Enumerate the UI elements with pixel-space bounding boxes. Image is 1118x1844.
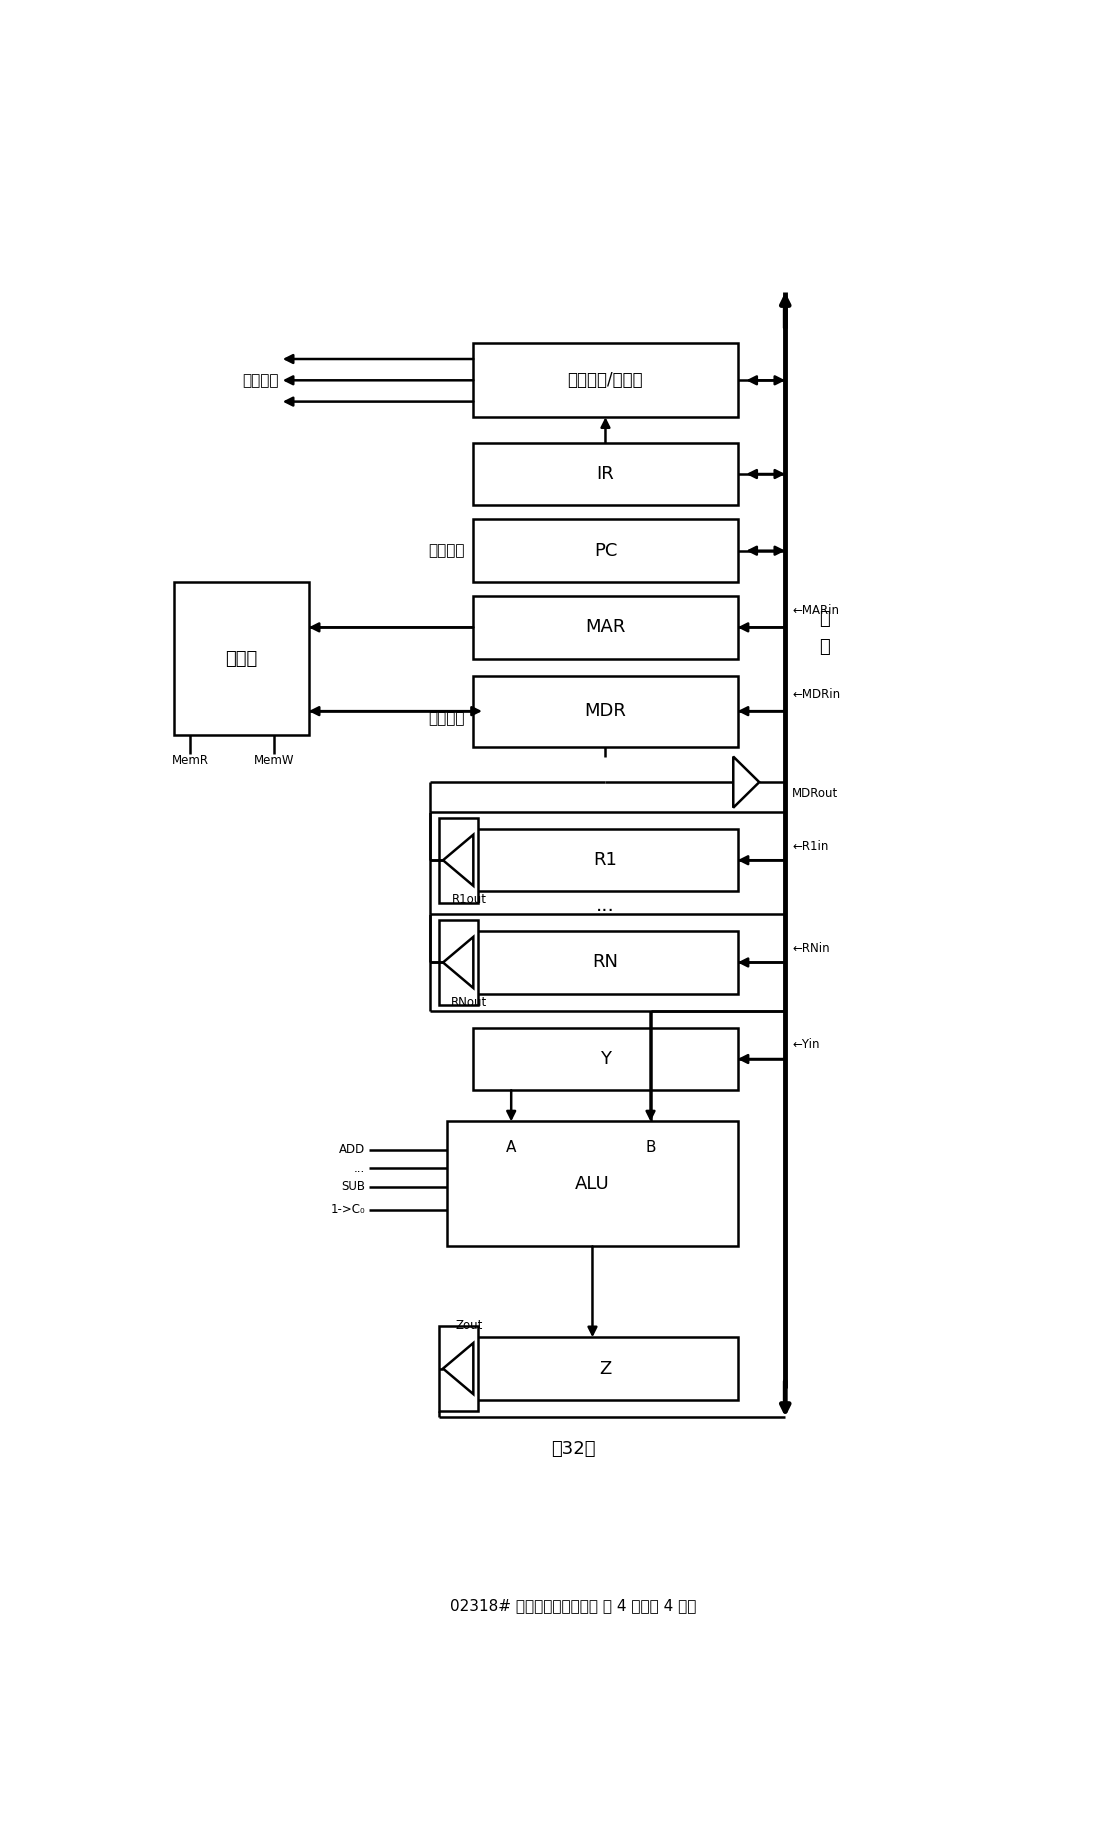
Bar	[174, 583, 309, 736]
Text: 02318# 计算机组成原理试题 第 4 页（共 4 页）: 02318# 计算机组成原理试题 第 4 页（共 4 页）	[449, 1599, 697, 1614]
Bar	[473, 1027, 738, 1090]
Text: R1: R1	[594, 852, 617, 869]
Text: 题32图: 题32图	[551, 1440, 595, 1459]
Text: ALU: ALU	[575, 1175, 609, 1193]
Text: 1->C₀: 1->C₀	[331, 1202, 366, 1215]
Text: RNout: RNout	[451, 996, 487, 1009]
Text: MemR: MemR	[171, 754, 208, 767]
Bar	[438, 817, 477, 904]
Text: MDRout: MDRout	[793, 787, 838, 800]
Bar	[473, 443, 738, 505]
Text: MemW: MemW	[254, 754, 294, 767]
Bar	[438, 920, 477, 1005]
Bar	[473, 520, 738, 583]
Text: 存储器: 存储器	[226, 649, 257, 668]
Bar	[473, 931, 738, 994]
Text: SUB: SUB	[341, 1180, 366, 1193]
Text: RN: RN	[593, 953, 618, 972]
Text: Z: Z	[599, 1359, 612, 1377]
Text: R1out: R1out	[452, 894, 486, 907]
Text: MDR: MDR	[585, 703, 626, 721]
Bar	[473, 1337, 738, 1400]
Text: ←RNin: ←RNin	[793, 942, 830, 955]
Bar	[473, 675, 738, 747]
Text: PC: PC	[594, 542, 617, 561]
Text: Y: Y	[600, 1049, 610, 1068]
Text: ←MDRin: ←MDRin	[793, 688, 841, 701]
Bar	[438, 1326, 477, 1411]
Text: ←Yin: ←Yin	[793, 1038, 819, 1051]
Text: IR: IR	[597, 465, 615, 483]
Text: B: B	[645, 1140, 656, 1154]
Text: ADD: ADD	[339, 1143, 366, 1156]
Text: A: A	[506, 1140, 517, 1154]
Text: 地址总线: 地址总线	[428, 544, 465, 559]
Text: ←R1in: ←R1in	[793, 839, 828, 852]
Text: 指令译码/控制器: 指令译码/控制器	[568, 371, 643, 389]
Text: Zout: Zout	[455, 1320, 483, 1333]
Bar	[473, 596, 738, 658]
Text: 总: 总	[818, 610, 830, 627]
Text: ···: ···	[596, 902, 615, 920]
Bar	[447, 1121, 738, 1247]
Text: 控制信号: 控制信号	[241, 372, 278, 387]
Text: ←MARin: ←MARin	[793, 603, 840, 618]
Bar	[473, 343, 738, 417]
Text: 数据总线: 数据总线	[428, 710, 465, 727]
Text: ...: ...	[353, 1162, 366, 1175]
Bar	[473, 830, 738, 891]
Text: MAR: MAR	[586, 618, 626, 636]
Text: 线: 线	[818, 638, 830, 656]
